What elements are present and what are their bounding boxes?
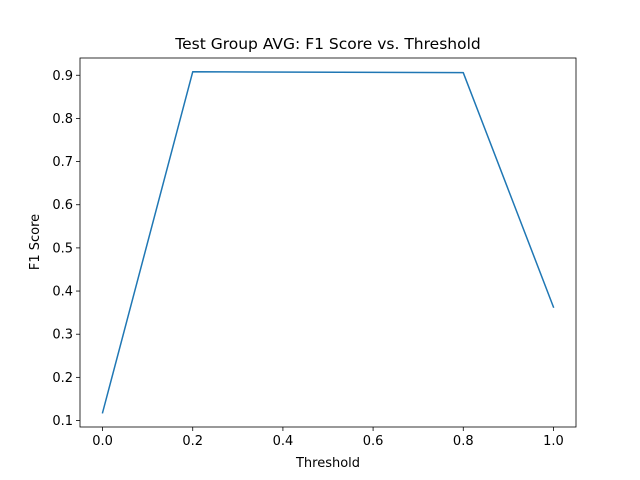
series-line-0 [101, 71, 555, 414]
x-tick-label: 0.0 [92, 434, 113, 449]
x-tick-label: 0.8 [453, 434, 474, 449]
x-tick-label: 0.4 [273, 434, 294, 449]
plot-area: 0.0 0.2 0.4 0.6 0.8 1.0 0.1 0.2 0.3 0.4 0.5 0.6 0.7 0… [52, 57, 577, 449]
y-tick-label: 0.7 [52, 155, 73, 170]
y-axis-label: F1 Score [28, 214, 43, 270]
y-tick-label: 0.9 [52, 69, 73, 84]
y-tick-label: 0.4 [52, 285, 73, 300]
y-tick-label: 0.6 [52, 198, 73, 213]
axes-frame [79, 57, 577, 428]
chart-title: Test Group AVG: F1 Score vs. Threshold [174, 35, 480, 53]
x-axis-label: Threshold [295, 456, 360, 471]
y-tick-label: 0.8 [52, 112, 73, 127]
y-tick-label: 0.3 [52, 328, 73, 343]
y-tick-label: 0.2 [52, 371, 73, 386]
x-tick-label: 0.2 [182, 434, 203, 449]
y-tick-label: 0.5 [52, 241, 73, 256]
x-tick-label: 0.6 [363, 434, 384, 449]
y-tick-label: 0.1 [52, 414, 73, 429]
x-tick-label: 1.0 [543, 434, 564, 449]
